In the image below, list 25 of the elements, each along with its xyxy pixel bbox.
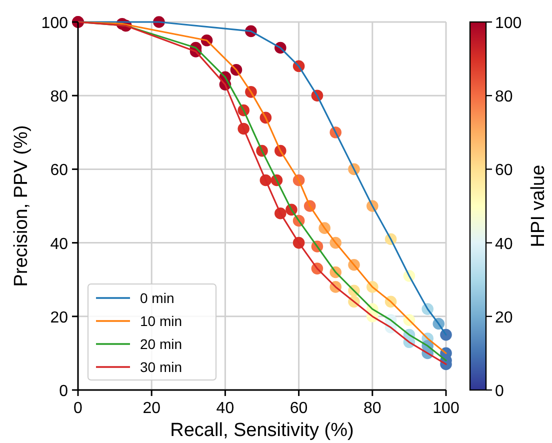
color-bar-label: 40 — [495, 236, 513, 253]
y-tick-label: 40 — [50, 236, 68, 253]
y-axis-title: Precision, PPV (%) — [11, 125, 32, 287]
legend-label: 20 min — [140, 336, 182, 352]
x-tick-label: 100 — [432, 400, 460, 417]
x-tick-label: 40 — [216, 400, 234, 417]
color-bar-label: 100 — [495, 15, 522, 32]
y-tick-label: 20 — [50, 309, 68, 326]
x-tick-label: 20 — [142, 400, 161, 417]
color-bar-label: 20 — [495, 309, 513, 326]
y-tick-label: 80 — [50, 88, 68, 106]
y-tick-label: 100 — [41, 15, 68, 32]
x-tick-label: 60 — [290, 400, 308, 417]
color-bar-title: HPI value — [528, 164, 549, 248]
color-bar-label: 0 — [495, 383, 504, 400]
x-axis-title: Recall, Sensitivity (%) — [170, 420, 354, 441]
color-bar-label: 60 — [495, 162, 513, 180]
color-bar-label: 80 — [495, 88, 513, 106]
y-tick-label: 0 — [59, 383, 68, 400]
legend-label: 30 min — [140, 359, 182, 375]
x-tick-label: 80 — [364, 400, 382, 417]
x-tick-label: 0 — [74, 400, 83, 417]
y-tick-label: 60 — [50, 162, 68, 180]
legend-label: 0 min — [140, 290, 174, 306]
legend-label: 10 min — [140, 313, 182, 329]
